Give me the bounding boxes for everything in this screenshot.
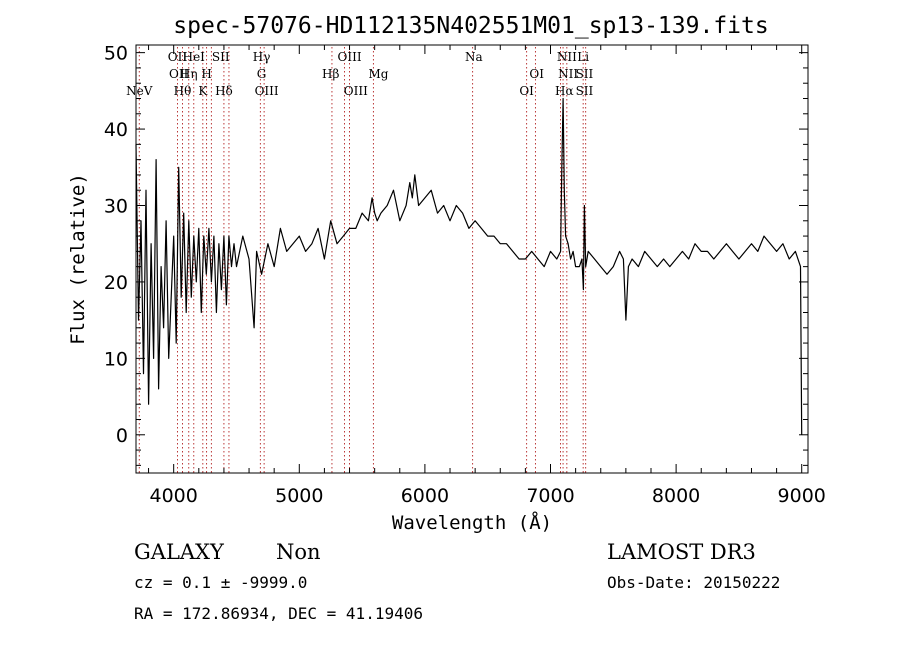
line-label-14: OIII bbox=[338, 50, 362, 64]
line-label-15: OIII bbox=[344, 84, 368, 98]
line-label-16: Mg bbox=[368, 67, 388, 81]
line-label-1: OII bbox=[168, 50, 188, 64]
x-tick-label-3: 7000 bbox=[526, 485, 574, 507]
spectrum-line-0 bbox=[135, 97, 803, 435]
y-tick-label-2: 20 bbox=[104, 272, 128, 294]
y-tick-label-3: 30 bbox=[104, 196, 128, 218]
line-label-4: Hη bbox=[180, 67, 198, 81]
line-label-2: OII bbox=[169, 67, 189, 81]
line-label-18: OI bbox=[529, 67, 544, 81]
line-label-9: Hδ bbox=[215, 84, 233, 98]
line-label-23: Li bbox=[577, 50, 589, 64]
y-tick-label-0: 0 bbox=[116, 425, 128, 447]
line-label-8: SII bbox=[212, 50, 230, 64]
spectral-line-markers bbox=[138, 47, 587, 473]
plot-frame bbox=[135, 44, 809, 474]
line-label-17: Na bbox=[465, 50, 483, 64]
line-label-5: HeI bbox=[183, 50, 206, 64]
y-axis-label: Flux (relative) bbox=[67, 173, 89, 345]
line-label-11: G bbox=[257, 67, 267, 81]
x-axis-ticks: 4000 5000 6000 7000 8000 9000 bbox=[148, 45, 826, 507]
line-label-12: OIII bbox=[255, 84, 279, 98]
redshift-readout: cz = 0.1 ± -9999.0 bbox=[134, 573, 307, 592]
line-label-19: OI bbox=[519, 84, 534, 98]
coordinates-readout: RA = 172.86934, DEC = 41.19406 bbox=[134, 604, 423, 623]
line-label-21: NII bbox=[558, 67, 578, 81]
line-label-25: SII bbox=[576, 84, 594, 98]
x-tick-label-1: 5000 bbox=[275, 485, 323, 507]
x-tick-label-2: 6000 bbox=[401, 485, 449, 507]
line-label-10: Hγ bbox=[253, 50, 271, 64]
line-label-7: K bbox=[198, 84, 208, 98]
line-label-6: H bbox=[201, 67, 211, 81]
object-class: GALAXY bbox=[134, 540, 225, 564]
x-tick-label-4: 8000 bbox=[652, 485, 700, 507]
line-label-0: NeV bbox=[126, 84, 153, 98]
x-axis-label: Wavelength (Å) bbox=[392, 511, 552, 534]
line-label-22: Hα bbox=[555, 84, 574, 98]
x-tick-label-5: 9000 bbox=[778, 485, 826, 507]
y-tick-label-4: 40 bbox=[104, 119, 128, 141]
line-label-20: NII bbox=[557, 50, 577, 64]
observation-date: Obs-Date: 20150222 bbox=[607, 573, 780, 592]
line-label-13: Hβ bbox=[322, 67, 339, 81]
y-axis-ticks: 0 10 20 30 40 50 bbox=[104, 43, 808, 466]
line-label-3: Hθ bbox=[174, 84, 192, 98]
spectrum-series bbox=[135, 97, 803, 435]
chart-title: spec-57076-HD112135N402551M01_sp13-139.f… bbox=[173, 13, 768, 39]
spectral-line-labels: NeV OII OII Hθ Hη HeI HK SII Hδ Hγ G OIII Hβ OIII OIII… bbox=[126, 50, 593, 98]
y-tick-label-5: 50 bbox=[104, 43, 128, 65]
line-label-24: SII bbox=[576, 67, 594, 81]
object-subclass: Non bbox=[276, 540, 321, 564]
survey-release: LAMOST DR3 bbox=[607, 540, 756, 564]
y-tick-label-1: 10 bbox=[104, 348, 128, 370]
x-tick-label-0: 4000 bbox=[150, 485, 198, 507]
